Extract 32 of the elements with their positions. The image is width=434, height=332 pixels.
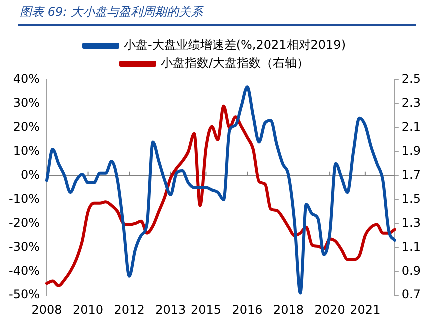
y2-tick-label: 1.3: [402, 216, 422, 230]
x-tick-label: 2013: [156, 302, 186, 317]
y-tick-label: -50%: [8, 288, 40, 302]
y-tick-label: 10%: [13, 144, 40, 158]
y2-tick-label: 0.9: [402, 264, 422, 278]
x-tick-label: 2020: [314, 302, 346, 317]
y-tick-label: -10%: [8, 192, 40, 206]
chart-title: 图表 69: 大小盘与盈利周期的关系: [20, 4, 203, 21]
x-tick-label: 2018: [274, 302, 304, 317]
y2-tick-label: 2.3: [402, 96, 422, 110]
y2-tick-label: 1.5: [402, 192, 422, 206]
y-tick-label: 20%: [13, 120, 40, 134]
y-tick-label: -40%: [8, 264, 40, 278]
x-tick-label: 2015: [190, 302, 222, 317]
x-tick-label: 2008: [32, 302, 62, 317]
x-tick-label: 2010: [73, 302, 104, 317]
y2-tick-label: 2.1: [402, 120, 422, 134]
x-tick-label: 2016: [232, 302, 263, 317]
y-tick-label: 0%: [20, 168, 40, 182]
y-tick-label: -20%: [8, 216, 40, 230]
legend-label: 小盘指数/大盘指数（右轴）: [160, 56, 310, 70]
y2-tick-label: 1.1: [402, 240, 422, 254]
y-tick-label: 40%: [13, 72, 40, 86]
x-tick-label: 2012: [114, 302, 145, 317]
y2-tick-label: 0.7: [402, 288, 422, 302]
legend-label: 小盘-大盘业绩增速差(%,2021相对2019): [124, 38, 346, 52]
y-tick-label: -30%: [8, 240, 40, 254]
x-tick-label: 2021: [350, 302, 381, 317]
y2-tick-label: 2.5: [402, 72, 422, 86]
y2-tick-label: 1.9: [402, 144, 422, 158]
y-tick-label: 30%: [13, 96, 40, 110]
y2-tick-label: 1.7: [402, 168, 422, 182]
